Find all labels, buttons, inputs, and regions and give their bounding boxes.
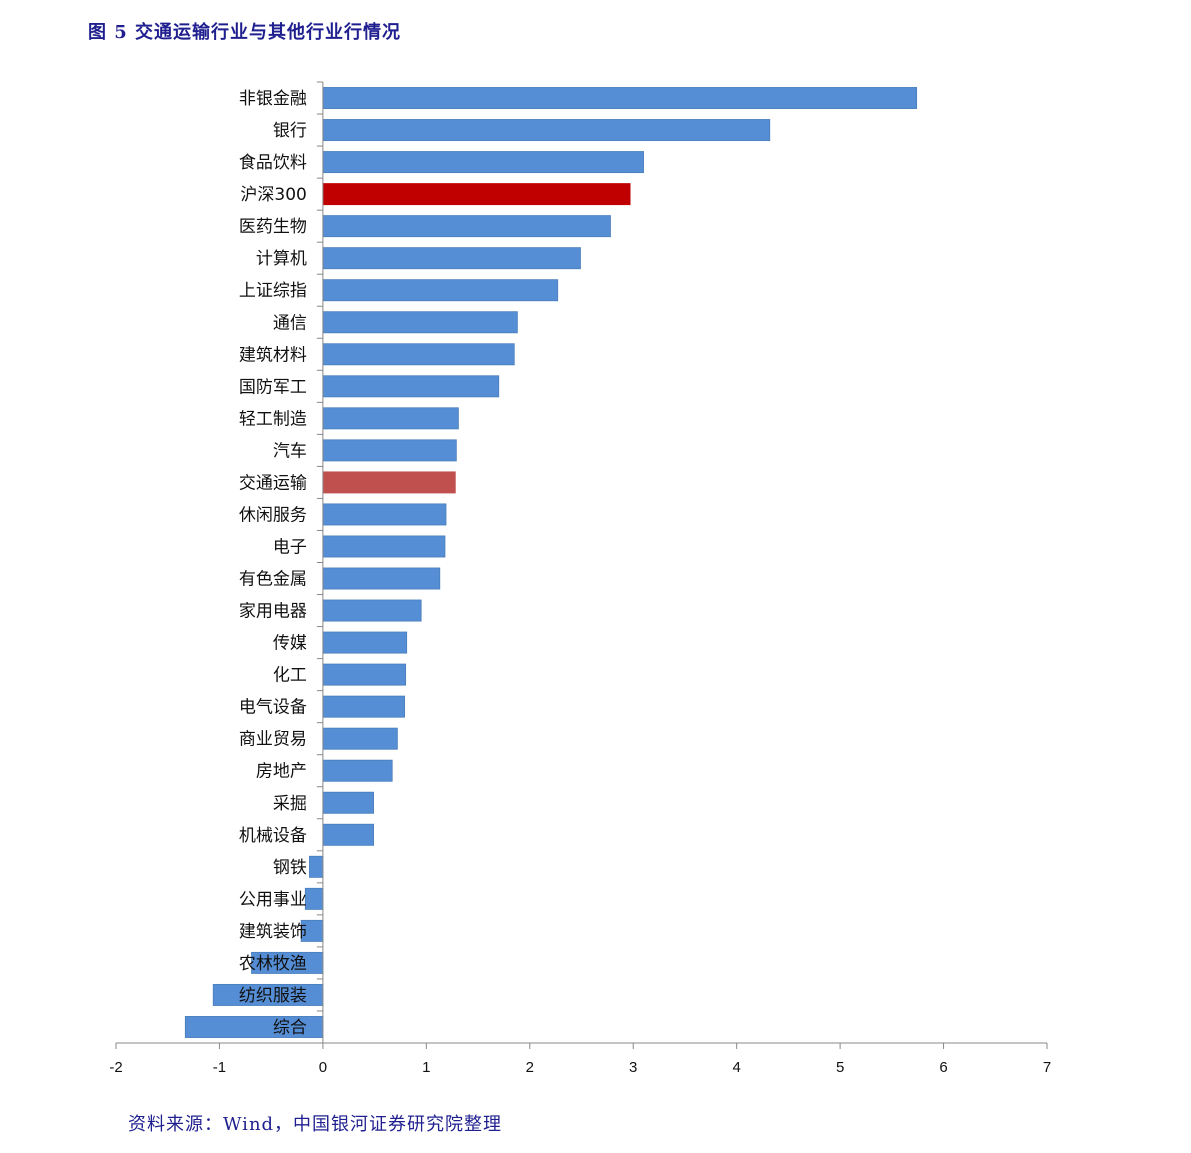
category-label: 食品饮料 bbox=[239, 153, 307, 173]
bar-汽车 bbox=[322, 439, 457, 462]
category-label: 计算机 bbox=[256, 249, 307, 269]
category-label: 通信 bbox=[273, 313, 307, 333]
category-label: 银行 bbox=[273, 121, 307, 141]
bar-家用电器 bbox=[322, 599, 422, 622]
chart-title: 图 5 交通运输行业与其他行业行情况 bbox=[88, 22, 402, 43]
bar-机械设备 bbox=[322, 823, 374, 846]
x-tick-label: 5 bbox=[836, 1059, 844, 1076]
category-label: 汽车 bbox=[273, 441, 307, 461]
bar-沪深300 bbox=[322, 183, 631, 206]
bar-休闲服务 bbox=[322, 503, 447, 526]
bar-有色金属 bbox=[322, 567, 441, 590]
bar-商业贸易 bbox=[322, 727, 398, 750]
category-label: 轻工制造 bbox=[239, 409, 307, 429]
category-label: 农林牧渔 bbox=[239, 954, 307, 974]
category-label: 家用电器 bbox=[239, 602, 307, 622]
x-tick-label: 4 bbox=[732, 1059, 740, 1076]
category-label: 化工 bbox=[273, 666, 307, 686]
source-note: 资料来源：Wind，中国银河证券研究院整理 bbox=[128, 1114, 503, 1135]
category-label: 机械设备 bbox=[239, 826, 307, 846]
bar-电子 bbox=[322, 535, 446, 558]
x-tick-label: -2 bbox=[109, 1059, 122, 1076]
category-label: 休闲服务 bbox=[239, 505, 307, 525]
category-label: 上证综指 bbox=[239, 281, 307, 301]
bar-公用事业 bbox=[304, 887, 324, 910]
category-label: 国防军工 bbox=[239, 377, 307, 397]
category-label: 电子 bbox=[273, 537, 307, 557]
bar-传媒 bbox=[322, 631, 408, 654]
category-label: 商业贸易 bbox=[239, 730, 307, 750]
bar-化工 bbox=[322, 663, 407, 686]
x-tick-label: 3 bbox=[629, 1059, 637, 1076]
bar-采掘 bbox=[322, 791, 374, 814]
bar-轻工制造 bbox=[322, 407, 459, 430]
category-label: 非银金融 bbox=[239, 89, 307, 109]
bar-电气设备 bbox=[322, 695, 406, 718]
category-label: 采掘 bbox=[273, 794, 307, 814]
bar-非银金融 bbox=[322, 87, 918, 109]
bar-交通运输 bbox=[322, 471, 456, 494]
x-tick-label: 7 bbox=[1043, 1059, 1051, 1076]
category-label: 电气设备 bbox=[239, 698, 307, 718]
category-label: 公用事业 bbox=[239, 890, 307, 910]
category-label: 有色金属 bbox=[239, 570, 307, 590]
bar-钢铁 bbox=[309, 855, 324, 878]
bar-通信 bbox=[322, 311, 518, 334]
bars-group bbox=[184, 87, 918, 1038]
category-label: 交通运输 bbox=[239, 473, 307, 493]
category-label: 纺织服装 bbox=[239, 986, 307, 1006]
category-label: 建筑材料 bbox=[239, 345, 307, 365]
x-tick-label: 6 bbox=[939, 1059, 947, 1076]
category-label: 建筑装饰 bbox=[239, 922, 307, 942]
category-label: 钢铁 bbox=[273, 858, 307, 878]
category-label: 综合 bbox=[273, 1018, 307, 1038]
category-label: 房地产 bbox=[256, 762, 307, 782]
bar-食品饮料 bbox=[322, 151, 644, 174]
bar-银行 bbox=[322, 119, 771, 142]
x-tick-label: -1 bbox=[213, 1059, 226, 1076]
bar-上证综指 bbox=[322, 279, 559, 302]
bar-医药生物 bbox=[322, 215, 611, 238]
category-label: 沪深300 bbox=[240, 185, 306, 205]
x-tick-label: 2 bbox=[526, 1059, 534, 1076]
bar-房地产 bbox=[322, 759, 393, 782]
bar-计算机 bbox=[322, 247, 581, 270]
category-label: 医药生物 bbox=[239, 217, 307, 237]
category-label: 传媒 bbox=[273, 634, 307, 654]
x-tick-label: 0 bbox=[319, 1059, 327, 1076]
bar-建筑材料 bbox=[322, 343, 515, 366]
x-tick-label: 1 bbox=[422, 1059, 430, 1076]
axes-group: -2 -1 0 1 2 3 4 5 6 7 bbox=[109, 81, 1051, 1076]
bar-国防军工 bbox=[322, 375, 500, 398]
